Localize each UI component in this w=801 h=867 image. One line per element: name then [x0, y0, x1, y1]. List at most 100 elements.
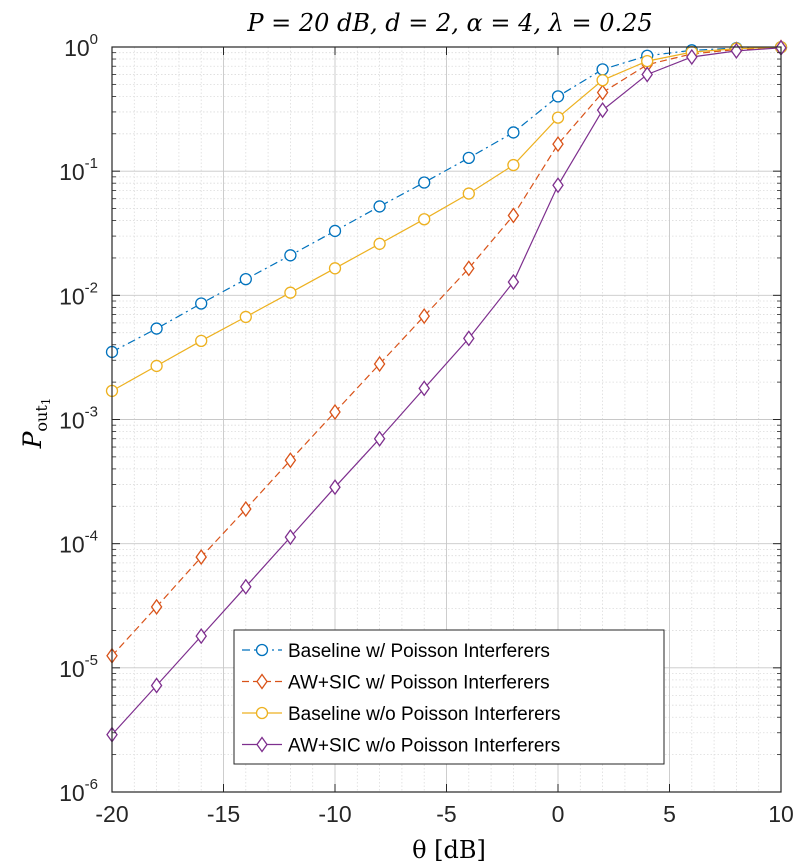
legend: Baseline w/ Poisson Interferers AW+SIC w/…	[233, 629, 665, 765]
series-4	[106, 39, 787, 743]
data-point	[150, 677, 163, 694]
data-point	[418, 213, 431, 226]
data-point	[418, 308, 430, 325]
data-point	[329, 403, 341, 421]
data-point	[596, 63, 609, 76]
data-point	[641, 54, 654, 68]
data-point	[195, 297, 208, 310]
data-point	[239, 310, 252, 324]
y-tick-label-base: 10	[59, 532, 85, 558]
data-point	[284, 249, 297, 262]
data-point	[150, 322, 163, 335]
data-point	[552, 136, 564, 153]
series-layer	[105, 39, 788, 743]
y-tick-label: 10-4	[59, 528, 98, 558]
data-point	[418, 380, 430, 397]
data-point	[418, 176, 431, 189]
x-axis-label: θ [dB]	[412, 836, 486, 864]
y-tick-label-exponent: -1	[85, 155, 98, 172]
data-point	[284, 286, 297, 299]
y-axis-label: Pout1	[18, 398, 53, 450]
legend-marker	[256, 736, 268, 753]
data-point	[240, 578, 252, 595]
data-point	[507, 126, 520, 139]
series-line	[111, 47, 782, 736]
data-point	[463, 260, 475, 277]
x-tick-label: -20	[95, 801, 128, 827]
axis-ticks	[111, 46, 782, 793]
y-tick-label-exponent: -5	[85, 652, 98, 669]
legend-box	[233, 629, 665, 765]
legend-item: Baseline w/o Poisson Interferers	[242, 704, 560, 725]
data-point	[507, 158, 520, 172]
x-tick-label: 10	[768, 801, 794, 827]
legend-marker	[255, 706, 269, 720]
y-axis-label-main: P	[18, 430, 47, 449]
x-tick-label: -10	[318, 801, 351, 827]
data-point	[463, 330, 475, 347]
data-point	[284, 528, 297, 546]
data-point	[551, 111, 565, 124]
y-tick-label: 10-6	[59, 776, 98, 806]
legend-item: AW+SIC w/ Poisson Interferers	[242, 673, 550, 694]
data-point	[686, 48, 698, 66]
data-point	[507, 207, 520, 224]
legend-marker	[256, 673, 268, 690]
x-tick-label: -15	[207, 801, 240, 827]
data-point	[373, 355, 386, 373]
y-tick-label-base: 10	[59, 408, 85, 434]
data-point	[240, 500, 252, 518]
data-point	[552, 177, 564, 194]
y-tick-label-base: 10	[64, 35, 90, 61]
x-tick-label: 5	[663, 801, 676, 827]
data-point	[239, 273, 252, 286]
data-point	[373, 237, 386, 250]
legend-item: Baseline w/ Poisson Interferers	[242, 641, 550, 662]
data-point	[195, 548, 207, 566]
y-tick-label-base: 10	[59, 159, 85, 185]
data-point	[462, 187, 475, 200]
data-point	[328, 224, 342, 238]
data-point	[596, 102, 609, 119]
chart-title: P = 20 dB, d = 2, α = 4, λ = 0.25	[246, 9, 652, 37]
series-line	[111, 46, 782, 392]
y-tick-label-exponent: -3	[85, 404, 98, 421]
y-tick-label: 10-5	[59, 652, 98, 682]
x-tick-label: -5	[436, 801, 456, 827]
data-point	[284, 452, 297, 469]
y-tick-label: 10-1	[59, 155, 98, 185]
data-point	[373, 430, 386, 447]
data-point	[150, 598, 163, 615]
y-tick-label-base: 10	[59, 283, 85, 309]
data-point	[551, 90, 565, 103]
y-tick-label-exponent: -4	[85, 528, 98, 545]
legend-item: AW+SIC w/o Poisson Interferers	[242, 736, 560, 757]
legend-label: Baseline w/o Poisson Interferers	[288, 704, 560, 725]
data-point	[150, 359, 163, 373]
x-tick-label: 0	[552, 801, 565, 827]
data-point	[462, 151, 475, 165]
y-tick-label-exponent: -2	[85, 279, 98, 296]
y-tick-label-exponent: 0	[90, 31, 98, 48]
data-point	[195, 334, 208, 347]
y-axis-label-subsub: 1	[39, 398, 53, 406]
data-point	[596, 74, 609, 87]
y-axis-label-sub: out	[32, 405, 51, 432]
legend-label: AW+SIC w/o Poisson Interferers	[288, 736, 560, 757]
y-tick-label-exponent: -6	[85, 776, 98, 793]
y-tick-label: 100	[64, 31, 98, 61]
data-point	[641, 66, 653, 83]
y-tick-label-base: 10	[59, 656, 85, 682]
legend-label: Baseline w/ Poisson Interferers	[288, 641, 550, 662]
data-point	[195, 628, 207, 645]
legend-marker	[255, 643, 269, 657]
y-tick-label: 10-3	[59, 404, 98, 434]
data-point	[329, 479, 341, 496]
data-point	[596, 84, 609, 101]
data-point	[373, 200, 386, 213]
data-point	[507, 273, 520, 291]
y-tick-label-base: 10	[59, 780, 85, 806]
legend-label: AW+SIC w/ Poisson Interferers	[288, 673, 550, 694]
